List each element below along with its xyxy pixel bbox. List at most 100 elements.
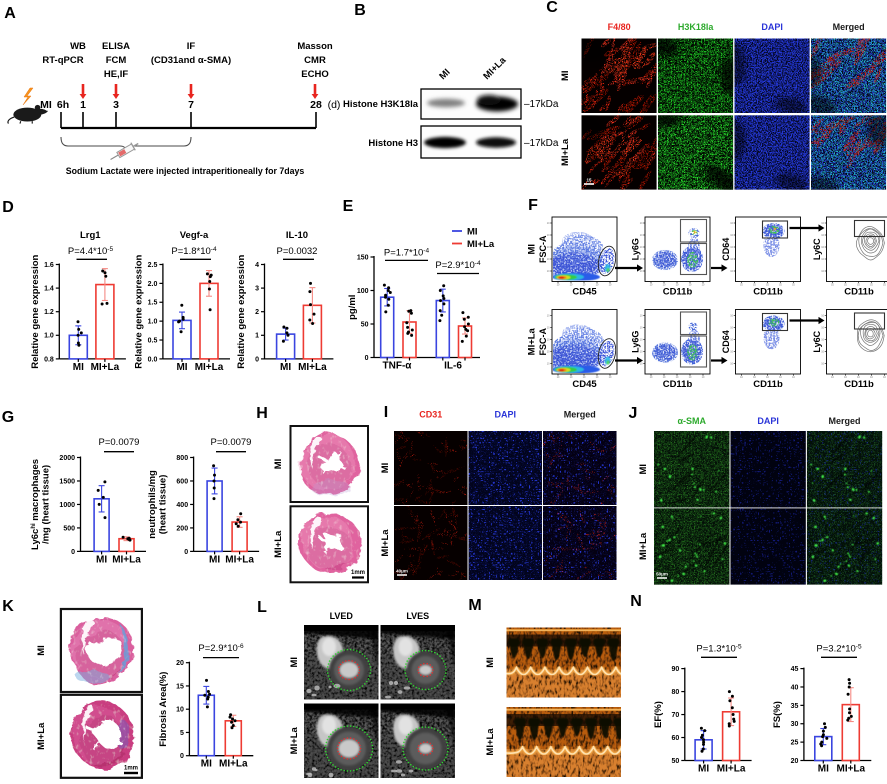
svg-text:10: 10 <box>640 246 643 249</box>
svg-text:50μm: 50μm <box>656 572 668 577</box>
svg-text:2000: 2000 <box>59 455 75 462</box>
svg-text:10: 10 <box>821 222 824 225</box>
svg-text:15: 15 <box>586 178 592 183</box>
svg-text:TNF-α: TNF-α <box>383 361 413 372</box>
svg-text:10: 10 <box>547 222 550 225</box>
svg-text:C: C <box>546 0 558 16</box>
svg-text:MI: MI <box>527 244 538 255</box>
svg-text:1.0: 1.0 <box>148 319 158 326</box>
svg-text:10: 10 <box>792 284 795 287</box>
svg-text:G: G <box>2 409 14 426</box>
svg-text:10: 10 <box>663 376 666 379</box>
svg-text:10: 10 <box>821 234 824 237</box>
svg-text:10: 10 <box>730 258 733 261</box>
svg-text:MI: MI <box>201 759 212 770</box>
svg-text:10: 10 <box>821 363 824 366</box>
svg-text:6h: 6h <box>57 99 69 111</box>
svg-text:CD11b: CD11b <box>663 287 693 298</box>
svg-text:10: 10 <box>821 315 824 318</box>
svg-text:CD64: CD64 <box>721 238 731 261</box>
svg-text:P=1.7*10-4: P=1.7*10-4 <box>384 247 430 259</box>
svg-text:H3K18la: H3K18la <box>678 22 715 32</box>
svg-text:10: 10 <box>730 351 733 354</box>
svg-text:10: 10 <box>640 258 643 261</box>
svg-text:2.5: 2.5 <box>148 262 158 269</box>
svg-text:LVED: LVED <box>330 611 354 621</box>
svg-text:L: L <box>257 599 267 616</box>
svg-text:0.0: 0.0 <box>148 356 158 363</box>
svg-text:10: 10 <box>883 284 886 287</box>
svg-text:MI: MI <box>485 657 496 668</box>
svg-text:10: 10 <box>844 284 847 287</box>
svg-text:MI: MI <box>73 362 84 373</box>
svg-text:15: 15 <box>176 683 184 690</box>
svg-text:10: 10 <box>676 284 679 287</box>
svg-text:MI: MI <box>273 459 284 470</box>
svg-text:CD11b: CD11b <box>753 287 783 298</box>
svg-text:Ly6G: Ly6G <box>631 331 641 353</box>
svg-text:CD45: CD45 <box>572 379 597 390</box>
svg-text:400: 400 <box>176 502 188 509</box>
svg-text:10: 10 <box>730 234 733 237</box>
svg-text:10: 10 <box>547 234 550 237</box>
svg-text:150: 150 <box>357 254 369 261</box>
svg-text:MI: MI <box>638 464 649 475</box>
svg-text:7: 7 <box>188 99 194 111</box>
svg-text:3: 3 <box>255 286 259 293</box>
svg-text:10: 10 <box>640 327 643 330</box>
svg-text:I: I <box>384 404 388 421</box>
svg-text:MI: MI <box>96 554 107 565</box>
svg-text:10: 10 <box>844 376 847 379</box>
svg-text:MI+La: MI+La <box>380 529 391 557</box>
svg-text:10: 10 <box>609 284 612 287</box>
svg-text:MI+La: MI+La <box>289 726 300 754</box>
svg-text:MI+La: MI+La <box>836 764 865 775</box>
svg-text:0: 0 <box>180 753 184 760</box>
svg-text:HE,IF: HE,IF <box>104 69 128 80</box>
svg-text:DAPI: DAPI <box>757 416 779 426</box>
svg-text:(CD31and α-SMA): (CD31and α-SMA) <box>151 55 231 66</box>
svg-text:(d): (d) <box>328 99 341 111</box>
svg-text:Lrg1: Lrg1 <box>80 230 101 241</box>
svg-text:10: 10 <box>640 234 643 237</box>
svg-text:100: 100 <box>357 288 369 295</box>
svg-text:MI+La: MI+La <box>195 362 224 373</box>
svg-text:35: 35 <box>791 703 799 710</box>
svg-text:Relative gene expression: Relative gene expression <box>134 254 145 368</box>
svg-text:1.5: 1.5 <box>148 300 158 307</box>
svg-text:MI+La: MI+La <box>91 362 120 373</box>
svg-text:2: 2 <box>255 309 259 316</box>
svg-text:P=0.0079: P=0.0079 <box>99 437 140 448</box>
svg-text:Sodium Lactate were injected i: Sodium Lactate were injected intraperiti… <box>66 166 305 176</box>
svg-text:10: 10 <box>857 376 860 379</box>
svg-text:MI: MI <box>40 99 52 111</box>
svg-text:10: 10 <box>547 351 550 354</box>
svg-text:10: 10 <box>547 246 550 249</box>
svg-text:1.2: 1.2 <box>44 309 54 316</box>
svg-text:10: 10 <box>547 315 550 318</box>
svg-text:MI+La: MI+La <box>36 722 47 750</box>
svg-text:MI: MI <box>289 657 300 668</box>
svg-text:10: 10 <box>792 376 795 379</box>
svg-text:60: 60 <box>672 735 680 742</box>
svg-text:Ly6G: Ly6G <box>631 238 641 260</box>
svg-text:10: 10 <box>870 284 873 287</box>
svg-text:500: 500 <box>63 525 75 532</box>
svg-text:B: B <box>354 2 366 19</box>
svg-text:10: 10 <box>730 339 733 342</box>
svg-text:10: 10 <box>640 315 643 318</box>
svg-text:MI: MI <box>560 70 571 81</box>
svg-text:1.0: 1.0 <box>44 333 54 340</box>
svg-text:20: 20 <box>791 758 799 765</box>
svg-text:Ly6chi macrophages: Ly6chi macrophages <box>30 459 41 550</box>
svg-text:10: 10 <box>547 327 550 330</box>
svg-text:P=1.3*10-5: P=1.3*10-5 <box>696 643 742 655</box>
svg-text:Relative gene expression: Relative gene expression <box>30 254 41 368</box>
svg-text:10: 10 <box>821 351 824 354</box>
svg-text:CD11b: CD11b <box>844 287 874 298</box>
svg-text:10: 10 <box>689 376 692 379</box>
svg-text:ELISA: ELISA <box>102 41 130 52</box>
svg-text:5: 5 <box>180 730 184 737</box>
svg-text:10: 10 <box>596 284 599 287</box>
svg-text:MI+La: MI+La <box>298 362 327 373</box>
